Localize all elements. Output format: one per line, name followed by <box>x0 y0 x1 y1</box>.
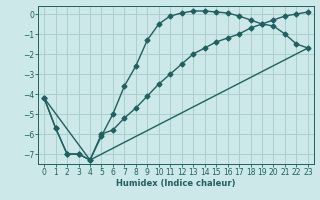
X-axis label: Humidex (Indice chaleur): Humidex (Indice chaleur) <box>116 179 236 188</box>
